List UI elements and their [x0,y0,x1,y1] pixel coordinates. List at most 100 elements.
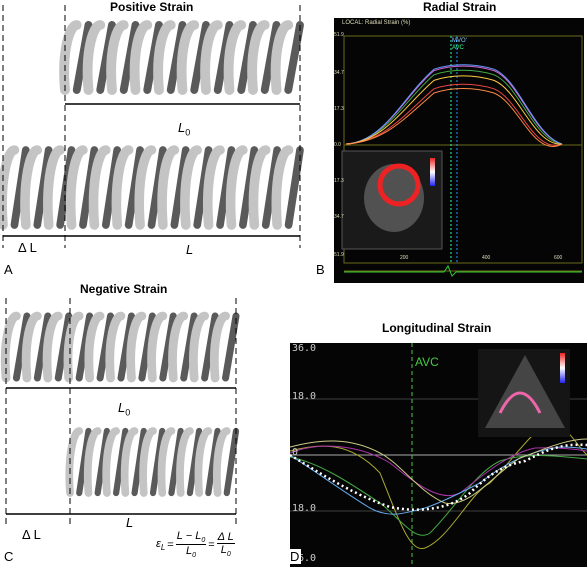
coil-back-strand [119,21,140,94]
longitudinal-strain-title: Longitudinal Strain [382,321,492,335]
panel-label-c: C [4,549,14,564]
avc-label-b: AVC [452,45,464,51]
coil-front-strand [139,427,157,497]
coil-back-strand [186,427,203,497]
coil-back-strand [190,21,210,94]
l0-label-c: L0 [118,400,131,418]
long-ytick-0: 36.0 [292,343,317,354]
long-segment-curve [290,455,587,536]
coil-back-strand [76,427,92,497]
coil-front-strand [0,311,21,383]
coil-back-strand [223,427,240,497]
radial-strain-screen: LOCAL: Radial Strain (%) MVO' AVC 51.9 3… [334,18,584,283]
radial-ytick-3: 0.0 [334,142,341,148]
coil-front-strand [176,427,194,497]
coil-back-strand [56,146,76,229]
coil-back-strand [168,427,184,497]
coil-front-strand [59,20,82,95]
radial-segment-curve [345,83,563,146]
panel-label-b: B [316,262,325,277]
radial-segment-curve [345,88,563,147]
formula-frac-2: Δ L L0 [216,531,235,559]
positive-strain-diagram [0,5,304,248]
coil-back-strand [260,21,281,94]
coil-back-strand [113,427,129,497]
coil-a-top [59,20,304,95]
coil-back-strand [284,146,304,229]
radial-strain-title: Radial Strain [423,0,497,14]
l0-label-a: L0 [178,120,191,138]
coil-front-strand [194,427,213,497]
coil-front-strand [203,145,225,230]
coil-back-strand [33,146,53,229]
coil-front-strand [176,20,200,95]
coil-front-strand [157,145,180,230]
coil-front-strand [120,427,139,497]
radial-xtick-0: 200 [400,255,409,261]
radial-segment-curve [345,64,563,145]
coil-front-strand [0,145,20,230]
coil-back-strand [284,21,304,94]
coil-front-strand [126,311,147,383]
radial-segment-curve [345,69,563,145]
radial-header: LOCAL: Radial Strain (%) [342,20,411,26]
coil-back-strand [222,312,240,382]
coil-back-strand [124,146,144,229]
radial-ytick-5: 34.7 [334,214,344,220]
myocardium-ring-b [377,163,421,207]
coil-front-strand [225,145,248,230]
coil-back-strand [94,427,110,497]
avc-label-d: AVC [415,355,439,369]
coil-back-strand [138,312,156,382]
panel-label-d: D [288,549,302,564]
radial-ecg-trace [344,264,582,277]
formula-epsilon: εL [156,537,166,552]
coil-front-strand [213,427,231,497]
coil-back-strand [261,146,281,229]
coil-back-strand [72,21,93,94]
long-ytick-3: 18.0 [292,503,317,514]
coil-front-strand [134,145,157,230]
long-ytick-1: 18.0 [292,391,317,402]
coil-back-strand [33,312,52,382]
panel-label-a: A [4,262,13,277]
delta-l-label-c: Δ L [22,527,41,542]
mvo-label: MVO' [452,38,467,44]
long-curves [290,420,587,550]
coil-front-strand [20,145,43,230]
coil-c-top [0,311,240,383]
radial-plot-frame [343,35,583,264]
coil-front-strand [105,311,126,383]
radial-ytick-0: 51.9 [334,32,344,38]
coil-front-strand [82,20,106,95]
radial-strain-plot [341,35,583,277]
coil-back-strand [143,21,163,94]
coil-front-strand [223,20,247,95]
coil-front-strand [200,20,223,95]
coil-front-strand [88,145,111,230]
coil-back-strand [166,21,187,94]
l-label-c: L [126,515,134,530]
coil-back-strand [147,146,167,229]
coil-front-strand [153,20,176,95]
coil-back-strand [213,21,234,94]
formula-frac-1: L − L0 L0 [175,530,207,560]
coil-front-strand [111,145,134,230]
radial-xtick-1: 400 [482,255,491,261]
strain-formula: εL = L − L0 L0 = Δ L L0 [156,530,235,559]
coil-back-strand [239,146,259,229]
coil-back-strand [131,427,147,497]
coil-back-strand [205,427,221,497]
radial-xtick-2: 600 [554,255,563,261]
coil-back-strand [170,146,190,229]
coil-c-bottom [65,427,240,497]
coil-front-strand [210,311,230,383]
coil-front-strand [129,20,153,95]
negative-strain-diagram [0,298,240,526]
formula-eq-2: = [208,538,215,551]
coil-back-strand [96,312,115,382]
coil-back-strand [149,427,166,497]
coil-front-strand [83,427,102,497]
positive-strain-title: Positive Strain [110,0,194,14]
long-segment-curve [290,438,587,504]
